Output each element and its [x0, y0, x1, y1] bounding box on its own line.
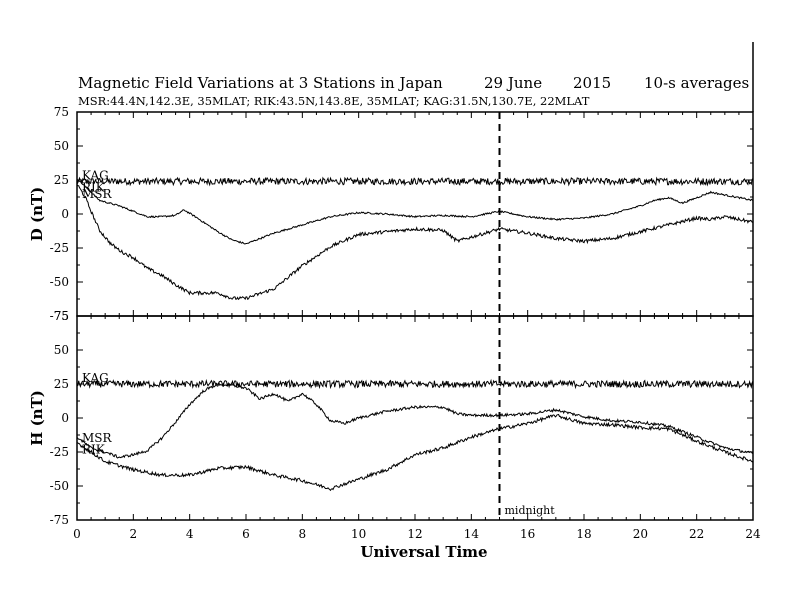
y-tick-label: -75: [50, 513, 69, 527]
y-tick-label: -75: [50, 309, 69, 323]
series-line-kag: [76, 176, 754, 187]
series-label-msr: MSR: [82, 187, 113, 201]
y-tick-label: 25: [54, 173, 69, 187]
x-tick-label: 12: [407, 527, 422, 541]
x-tick-label: 2: [130, 527, 138, 541]
x-tick-label: 14: [464, 527, 480, 541]
series-label-msr: MSR: [82, 431, 113, 445]
x-tick-label: 18: [576, 527, 591, 541]
x-tick-label: 8: [299, 527, 307, 541]
x-tick-label: 0: [73, 527, 81, 541]
x-tick-label: 22: [689, 527, 704, 541]
series-line-msr: [76, 184, 753, 301]
y-tick-label: 0: [61, 207, 69, 221]
y-tick-label: -50: [50, 479, 69, 493]
y-tick-label: 50: [54, 139, 69, 153]
x-tick-label: 20: [633, 527, 648, 541]
chart-title-date: 29 June: [484, 74, 542, 92]
x-tick-label: 10: [351, 527, 366, 541]
x-tick-label: 24: [745, 527, 761, 541]
chart-subtitle: MSR:44.4N,142.3E, 35MLAT; RIK:43.5N,143.…: [78, 94, 590, 108]
series-label-kag: KAG: [82, 168, 109, 182]
series-line-rik: [76, 178, 754, 245]
series-line-kag: [76, 378, 754, 390]
series-line-msr: [76, 382, 754, 459]
chart-title-main: Magnetic Field Variations at 3 Stations …: [78, 74, 443, 92]
y-tick-label: -25: [50, 445, 69, 459]
series-line-rik: [76, 413, 754, 492]
x-tick-label: 6: [242, 527, 250, 541]
x-tick-label: 4: [186, 527, 194, 541]
y-tick-label: 75: [54, 309, 69, 323]
y-tick-label: 25: [54, 377, 69, 391]
midnight-label: midnight: [505, 504, 556, 517]
x-axis: 0 2 4 6 8 10 12 14 16 18 20 22 24: [73, 112, 761, 541]
y-tick-label: 0: [61, 411, 69, 425]
chart-title-year: 2015: [573, 74, 611, 92]
series-label-rik: RIK: [82, 442, 106, 456]
y-tick-label: -50: [50, 275, 69, 289]
chart-title-averaging: 10-s averages: [644, 74, 749, 92]
series-label-kag: KAG: [82, 371, 109, 385]
series-label-rik: RIK: [82, 181, 106, 195]
chart-title: Magnetic Field Variations at 3 Stations …: [78, 74, 749, 92]
y-tick-label: 50: [54, 343, 69, 357]
y-axis-label: D (nT): [28, 187, 46, 242]
x-axis-label: Universal Time: [360, 543, 487, 561]
x-tick-label: 16: [520, 527, 535, 541]
y-tick-label: 75: [54, 105, 69, 119]
y-axis-label: H (nT): [28, 390, 46, 446]
y-tick-label: -25: [50, 241, 69, 255]
